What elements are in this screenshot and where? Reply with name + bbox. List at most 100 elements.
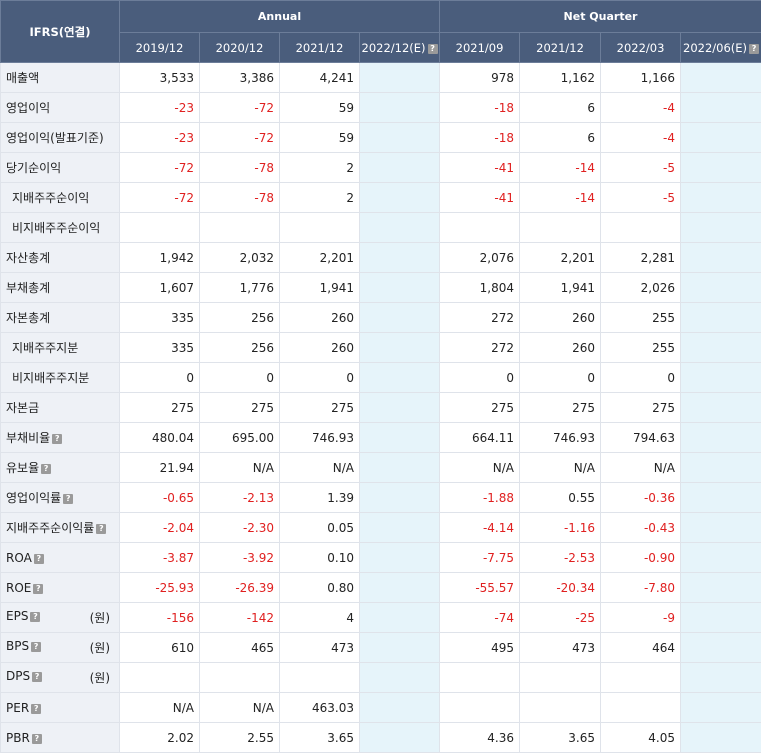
row-header: BPS? (원) [0,632,120,663]
table-cell: -2.53 [519,542,602,573]
row-header: EPS? (원) [0,602,120,633]
question-icon[interactable]: ? [30,612,41,622]
period-label: 2021/09 [455,40,504,55]
table-cell: 463.03 [279,692,360,723]
table-cell [680,632,761,663]
question-icon[interactable]: ? [41,464,52,474]
row-header: 자본총계 [0,302,120,333]
question-icon[interactable]: ? [31,642,42,652]
table-cell: 275 [519,392,602,423]
table-cell: 272 [439,302,521,333]
row-header: 영업이익률? [0,482,120,513]
table-cell: 2 [279,152,360,183]
table-cell: 275 [199,392,280,423]
table-cell: 0.05 [279,512,360,543]
table-cell [680,692,761,723]
table-cell: N/A [119,692,200,723]
question-icon[interactable]: ? [31,703,42,714]
table-cell: 0 [600,362,682,393]
table-cell: 0.55 [519,482,602,513]
question-icon[interactable]: ? [52,434,63,444]
table-cell [358,692,441,723]
table-cell [358,242,441,273]
table-cell: 0 [199,362,280,393]
table-cell: 978 [439,62,521,93]
table-cell: -14 [519,152,602,183]
table-cell: N/A [279,452,360,483]
table-cell [680,422,761,453]
row-header: 부채총계 [0,272,120,303]
table-cell [680,542,761,573]
table-cell: 610 [119,632,200,663]
table-cell: 1,941 [519,272,602,303]
table-row: 영업이익률? -0.65 -2.13 1.39 -1.88 0.55 -0.36 [0,482,761,513]
table-cell [680,662,761,693]
question-icon[interactable]: ? [96,524,107,534]
table-cell [358,62,441,93]
row-label: 비지배주주지분 [12,371,90,385]
table-cell: 335 [119,332,200,363]
question-icon[interactable]: ? [33,583,44,594]
table-cell: 1,941 [279,272,360,303]
row-label: 영업이익(발표기준) [6,131,104,145]
table-cell: 260 [519,332,602,363]
table-cell: -4.14 [439,512,521,543]
question-icon[interactable]: ? [31,733,42,744]
period-label: 2020/12 [215,40,264,55]
table-cell: -7.75 [439,542,521,573]
table-cell [439,212,521,243]
row-header: 자본금 [0,392,120,423]
row-label: PBR [6,730,30,745]
row-label: 자본금 [6,401,40,415]
row-header: 자산총계 [0,242,120,273]
table-cell: -23 [119,92,200,123]
question-icon[interactable]: ? [427,43,438,54]
question-icon[interactable]: ? [63,494,74,504]
table-cell: -0.43 [600,512,682,543]
row-label: DPS [6,669,31,683]
table-cell: 3.65 [519,722,602,753]
table-cell: N/A [199,452,280,483]
table-cell [358,272,441,303]
table-cell: -3.92 [199,542,280,573]
table-cell [439,662,521,693]
table-cell: 255 [600,302,682,333]
table-cell: 260 [279,302,360,333]
row-label: 자산총계 [6,251,51,265]
table-row: BPS? (원) 610 465 473 495 473 464 [0,632,761,663]
table-cell: 664.11 [439,422,521,453]
unit-label: (원) [89,671,110,685]
table-cell: -0.36 [600,482,682,513]
question-icon[interactable]: ? [33,553,44,564]
table-cell: -78 [199,182,280,213]
table-cell: -18 [439,92,521,123]
question-icon[interactable]: ? [32,672,43,682]
table-cell [680,392,761,423]
row-header: 비지배주주순이익 [0,212,120,243]
row-label: 지배주주순이익 [12,191,90,205]
table-row: PER? N/A N/A 463.03 [0,692,761,723]
table-cell: -2.13 [199,482,280,513]
table-cell: -72 [199,122,280,153]
table-row: 영업이익(발표기준) -23 -72 59 -18 6 -4 [0,122,761,153]
row-label: 영업이익 [6,101,51,115]
table-cell: -0.65 [119,482,200,513]
table-cell: 2 [279,182,360,213]
table-cell [680,182,761,213]
table-cell: 0.80 [279,572,360,603]
row-header: 영업이익 [0,92,120,123]
period-label: 2022/06(E) [683,40,748,55]
row-label: PER [6,700,30,715]
table-cell [680,572,761,603]
row-label: 매출액 [6,71,40,85]
period-header: 2019/12 [119,32,200,63]
table-row: 유보율? 21.94 N/A N/A N/A N/A N/A [0,452,761,483]
table-cell: 255 [600,332,682,363]
table-cell [358,92,441,123]
table-cell [358,602,441,633]
period-header: 2021/12 [279,32,360,63]
question-icon[interactable]: ? [749,43,760,54]
table-cell: -1.88 [439,482,521,513]
table-cell [358,122,441,153]
table-cell: 0 [119,362,200,393]
